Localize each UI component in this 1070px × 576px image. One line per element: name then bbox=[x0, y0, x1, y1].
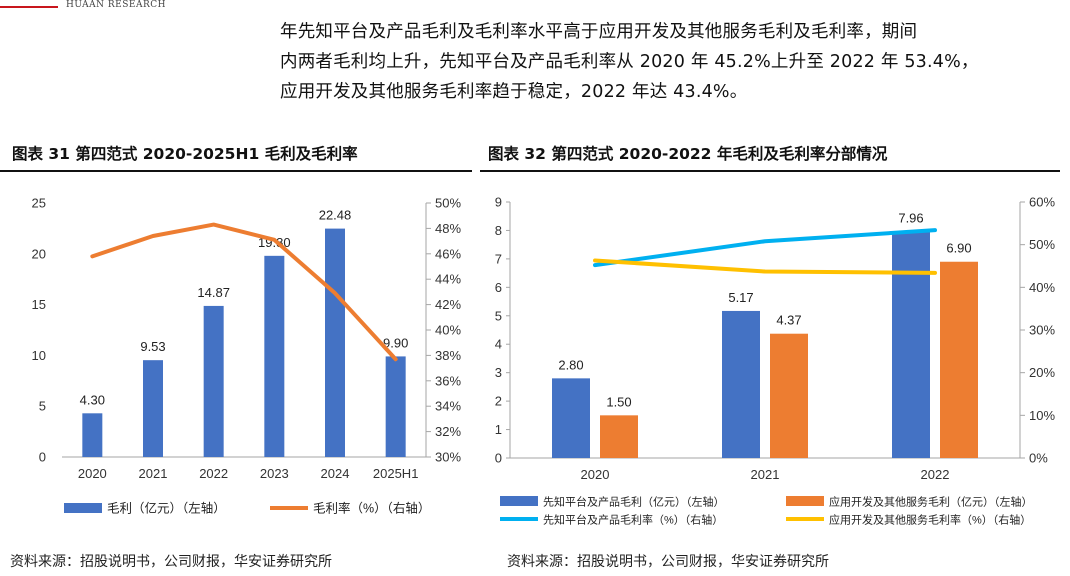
right-axis-tick-label: 40% bbox=[435, 323, 461, 338]
legend-swatch bbox=[500, 496, 538, 506]
right-axis-tick-label: 40% bbox=[1029, 280, 1055, 295]
bar bbox=[143, 360, 163, 457]
chart-segment-gross-profit-2020-2022: 0 1 2 3 4 5 6 7 8 9 0% 10% 20% 30% 40% 50% 60% 2020 2021 20… bbox=[495, 195, 1056, 527]
left-axis-tick-label: 5 bbox=[39, 399, 46, 414]
bar-data-label: 7.96 bbox=[898, 211, 923, 226]
legend-swatch bbox=[786, 496, 824, 506]
bar-data-label: 4.30 bbox=[80, 392, 105, 407]
figure-31-source: 资料来源：招股说明书，公司财报，华安证券研究所 bbox=[10, 554, 332, 570]
left-axis-tick-label: 5 bbox=[495, 308, 502, 323]
bar bbox=[892, 231, 930, 458]
bar-data-label: 1.50 bbox=[606, 394, 631, 409]
series-line bbox=[593, 228, 937, 268]
right-axis-tick-label: 30% bbox=[1029, 323, 1055, 338]
x-axis-tick-label: 2022 bbox=[921, 467, 950, 482]
bar-data-label: 4.37 bbox=[776, 313, 801, 328]
left-axis-tick-label: 6 bbox=[495, 280, 502, 295]
left-axis-tick-label: 2 bbox=[495, 394, 502, 409]
intro-paragraph: 年先知平台及产品毛利及毛利率水平高于应用开发及其他服务毛利及毛利率，期间 内两者… bbox=[280, 17, 1060, 107]
x-axis-tick-label: 2020 bbox=[78, 466, 107, 481]
right-axis-tick-label: 32% bbox=[435, 424, 461, 439]
x-axis-tick-label: 2025H1 bbox=[373, 466, 419, 481]
bar bbox=[264, 255, 285, 457]
left-axis-tick-label: 3 bbox=[495, 365, 502, 380]
intro-line: 内两者毛利均上升，先知平台及产品毛利率从 2020 年 45.2%上升至 202… bbox=[280, 52, 979, 72]
right-axis-tick-label: 50% bbox=[435, 196, 461, 211]
right-axis-tick-label: 0% bbox=[1029, 451, 1048, 466]
bar bbox=[325, 228, 345, 457]
bar bbox=[385, 356, 406, 457]
legend-label: 先知平台及产品毛利（亿元）（左轴） bbox=[543, 495, 725, 509]
left-axis-tick-label: 10 bbox=[32, 348, 46, 363]
x-axis-tick-label: 2020 bbox=[581, 467, 610, 482]
left-axis-tick-label: 7 bbox=[495, 251, 502, 266]
legend-label: 应用开发及其他服务毛利（亿元）（左轴） bbox=[829, 495, 1033, 509]
bar bbox=[722, 310, 760, 458]
figure-32-source: 资料来源：招股说明书，公司财报，华安证券研究所 bbox=[507, 554, 829, 570]
right-axis-tick-label: 38% bbox=[435, 348, 461, 363]
series-line bbox=[593, 258, 937, 275]
left-axis-tick-label: 1 bbox=[495, 422, 502, 437]
bar-data-label: 2.80 bbox=[558, 357, 583, 372]
figure-31-rule bbox=[0, 170, 472, 172]
bar-data-label: 6.90 bbox=[946, 241, 971, 256]
bar-data-label: 9.53 bbox=[140, 339, 165, 354]
left-axis-tick-label: 20 bbox=[32, 246, 46, 261]
right-axis-tick-label: 20% bbox=[1029, 365, 1055, 380]
legend-label: 毛利率（%）（右轴） bbox=[313, 501, 430, 516]
right-axis-tick-label: 34% bbox=[435, 399, 461, 414]
figure-32-rule bbox=[480, 170, 1060, 172]
bar bbox=[940, 261, 978, 458]
right-axis-tick-label: 50% bbox=[1029, 237, 1055, 252]
x-axis-tick-label: 2021 bbox=[751, 467, 780, 482]
x-axis-tick-label: 2021 bbox=[139, 466, 168, 481]
intro-line: 年先知平台及产品毛利及毛利率水平高于应用开发及其他服务毛利及毛利率，期间 bbox=[280, 22, 918, 42]
right-axis-tick-label: 30% bbox=[435, 450, 461, 465]
bar bbox=[770, 333, 808, 458]
bar-data-label: 5.17 bbox=[728, 290, 753, 305]
left-axis-tick-label: 0 bbox=[495, 451, 502, 466]
right-axis-tick-label: 42% bbox=[435, 297, 461, 312]
series-line bbox=[90, 222, 398, 362]
bar bbox=[600, 415, 638, 458]
right-axis-tick-label: 46% bbox=[435, 246, 461, 261]
bar bbox=[82, 413, 103, 457]
legend-swatch bbox=[64, 503, 102, 513]
left-axis-tick-label: 25 bbox=[32, 196, 46, 211]
left-axis-tick-label: 15 bbox=[32, 297, 46, 312]
bar-data-label: 9.90 bbox=[383, 335, 408, 350]
bar-data-label: 22.48 bbox=[319, 208, 352, 223]
figure-31-title: 图表 31 第四范式 2020-2025H1 毛利及毛利率 bbox=[12, 145, 358, 163]
bar bbox=[552, 378, 590, 458]
right-axis-tick-label: 44% bbox=[435, 272, 461, 287]
intro-line: 应用开发及其他服务毛利率趋于稳定，2022 年达 43.4%。 bbox=[280, 82, 748, 102]
legend-label: 先知平台及产品毛利率（%）（右轴） bbox=[543, 513, 723, 527]
brand-line bbox=[0, 6, 58, 8]
left-axis-tick-label: 0 bbox=[39, 450, 46, 465]
right-axis-tick-label: 10% bbox=[1029, 408, 1055, 423]
bar bbox=[203, 305, 224, 457]
right-axis-tick-label: 36% bbox=[435, 373, 461, 388]
left-axis-tick-label: 4 bbox=[495, 337, 502, 352]
legend-label: 毛利（亿元）（左轴） bbox=[107, 501, 226, 516]
chart-gross-profit-2020-2025h1: 0 5 10 15 20 25 30% 32% 34% 36% 38% 40% 42% 44% 46% 48%… bbox=[32, 196, 462, 516]
figure-32-title: 图表 32 第四范式 2020-2022 年毛利及毛利率分部情况 bbox=[488, 145, 888, 163]
x-axis-tick-label: 2023 bbox=[260, 466, 289, 481]
legend-label: 应用开发及其他服务毛利率（%）（右轴） bbox=[829, 513, 1031, 527]
x-axis-tick-label: 2022 bbox=[199, 466, 228, 481]
left-axis-tick-label: 9 bbox=[495, 195, 502, 210]
right-axis-tick-label: 48% bbox=[435, 221, 461, 236]
x-axis-tick-label: 2024 bbox=[321, 466, 350, 481]
left-axis-tick-label: 8 bbox=[495, 223, 502, 238]
right-axis-tick-label: 60% bbox=[1029, 195, 1055, 210]
bar-data-label: 14.87 bbox=[197, 285, 230, 300]
brand-logo-text: HUAAN RESEARCH bbox=[66, 0, 166, 10]
